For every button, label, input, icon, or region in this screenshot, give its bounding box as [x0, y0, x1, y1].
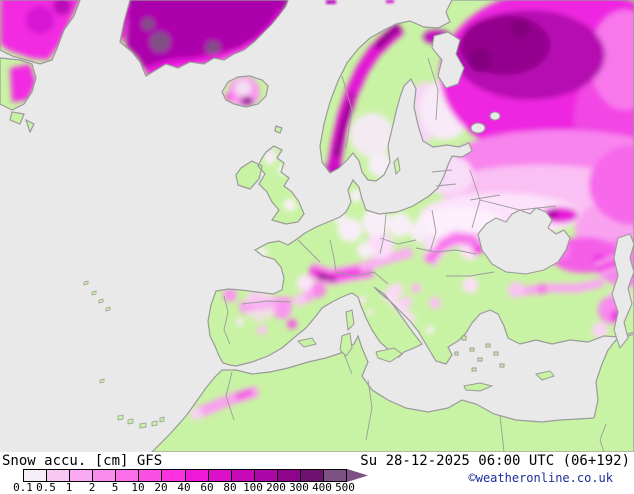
- legend-cell: [46, 470, 70, 481]
- legend-cell: [24, 470, 47, 481]
- legend-tick-label: 400: [312, 481, 332, 494]
- legend-cell: [184, 470, 208, 481]
- legend-cell: [276, 470, 300, 481]
- legend-cell: [299, 470, 324, 481]
- black-sea: [477, 207, 571, 275]
- legend-colorbar: [23, 469, 347, 482]
- country-borders: [223, 57, 607, 452]
- map-footer: Snow accu. [cm] GFS Su 28-12-2025 06:00 …: [0, 452, 634, 494]
- legend-tick-label: 300: [289, 481, 309, 494]
- legend-tick-label: 80: [223, 481, 237, 494]
- legend-tick-label: 100: [243, 481, 263, 494]
- legend-tick-label: 0.1: [13, 481, 33, 494]
- legend-tick-label: 20: [154, 481, 168, 494]
- legend-tick-label: 60: [200, 481, 214, 494]
- legend-tick-label: 5: [111, 481, 119, 494]
- legend-cell: [207, 470, 231, 481]
- legend-cell: [161, 470, 185, 481]
- copyright-watermark: ©weatheronline.co.uk: [468, 471, 614, 485]
- legend-cell: [115, 470, 139, 481]
- svalbard-specks: [326, 0, 394, 4]
- legend-cell: [138, 470, 162, 481]
- snow-accumulation-map: [0, 0, 634, 452]
- legend-cell: [69, 470, 93, 481]
- snow-field: [0, 0, 634, 420]
- legend-tick-label: 1: [65, 481, 73, 494]
- legend-tick-label: 500: [335, 481, 355, 494]
- white-sea: [431, 31, 465, 89]
- legend-tick-label: 0.5: [36, 481, 56, 494]
- legend-cell: [92, 470, 116, 481]
- legend-tick-label: 200: [266, 481, 286, 494]
- legend-cell: [253, 470, 277, 481]
- legend-tick-label: 10: [131, 481, 145, 494]
- forecast-datetime: Su 28-12-2025 06:00 UTC (06+192): [360, 453, 630, 469]
- map-svg: [0, 0, 634, 452]
- legend-tick-label: 40: [177, 481, 191, 494]
- lake-ladoga: [470, 122, 486, 134]
- map-title: Snow accu. [cm] GFS: [2, 453, 163, 469]
- legend-ticks: 0.1 0.5 1 2 5 10 20 40 60 80 100 200 300 400 500: [13, 481, 369, 494]
- caspian-sea: [611, 233, 634, 350]
- snow-scale-legend: 0.1 0.5 1 2 5 10 20 40 60 80 100 200 300 400 500: [0, 469, 380, 494]
- legend-tick-label: 2: [88, 481, 96, 494]
- inland-seas: [431, 31, 634, 350]
- lake-onega: [489, 111, 501, 121]
- legend-cell: [230, 470, 254, 481]
- legend-cell: [323, 470, 347, 481]
